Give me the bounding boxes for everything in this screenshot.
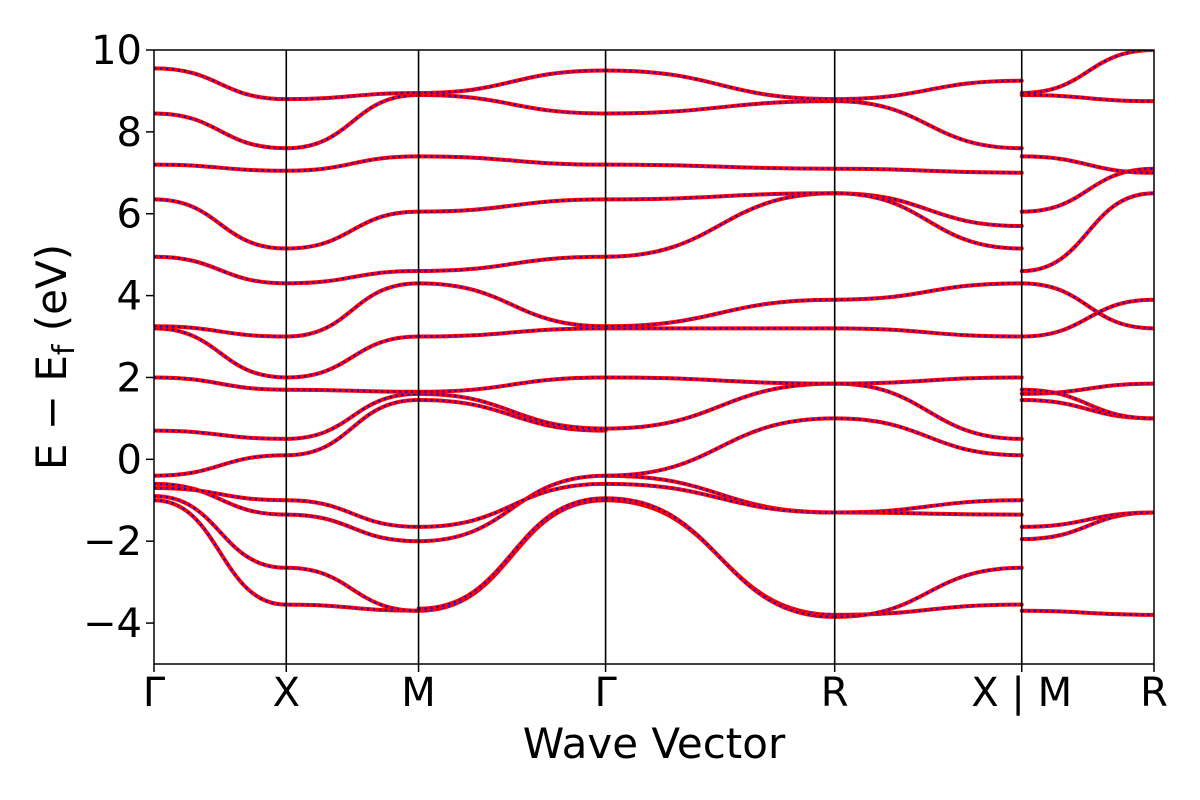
x-tick-label: Γ [594, 670, 617, 716]
y-tick-label: 8 [117, 110, 142, 156]
band-line-blue-dotted [1021, 511, 1154, 528]
band-line-red [1019, 387, 1154, 421]
x-tick-label: R [821, 670, 849, 716]
band-line-blue-dotted [418, 255, 606, 273]
y-tick-label: 10 [91, 28, 142, 74]
plot-frame [153, 49, 1155, 665]
x-tick-label: Γ [143, 670, 166, 716]
y-axis-title-subscript: f [47, 343, 82, 355]
y-tick-label: 4 [117, 274, 142, 320]
band-line-blue-dotted [418, 198, 606, 213]
x-axis-title: Wave Vector [523, 719, 786, 768]
band-line-blue-dotted [418, 482, 606, 528]
y-tick-label: −4 [83, 601, 142, 647]
band-line-red [603, 381, 837, 431]
x-tick-label: X [273, 670, 300, 716]
y-axis-ticks: −4 −2 0 2 4 6 8 10 [83, 28, 154, 647]
band-line-blue-dotted [1021, 50, 1154, 95]
x-tick-label: R [1140, 670, 1168, 716]
band-line-blue-dotted [605, 497, 835, 619]
band-line-red [154, 498, 421, 613]
band-line-blue-dotted [418, 376, 606, 393]
band-line-blue-dotted [834, 566, 1022, 619]
x-tick-label: M [401, 670, 436, 716]
band-line-blue-dotted [154, 398, 419, 477]
band-line-blue-dotted [418, 327, 606, 338]
band-line-blue-dotted [605, 298, 835, 328]
band-line-blue-dotted [1021, 382, 1154, 395]
y-axis-title-main: E − E [27, 355, 76, 470]
band-line-blue-dotted [418, 93, 606, 115]
y-axis-title-unit: (eV) [27, 244, 76, 345]
band-line-red [1019, 297, 1154, 339]
band-line-blue-dotted [834, 192, 1022, 250]
band-line-blue-dotted [605, 100, 835, 115]
band-line-blue-dotted [834, 376, 1022, 385]
band-line-blue-dotted [834, 417, 1022, 457]
band-line-blue-dotted [154, 67, 419, 101]
band-line-blue-dotted [418, 474, 606, 543]
band-line-blue-dotted [418, 155, 606, 166]
band-line-blue-dotted [1021, 609, 1154, 616]
y-tick-label: 6 [117, 192, 142, 238]
band-line-blue-dotted [154, 255, 419, 285]
band-line-blue-dotted [605, 69, 835, 101]
y-tick-label: 0 [117, 437, 142, 483]
band-line-blue-dotted [605, 163, 835, 170]
x-tick-label: X | M [971, 670, 1072, 716]
band-line-blue-dotted [834, 100, 1022, 150]
plot-area [154, 50, 1154, 664]
band-line-blue-dotted [834, 511, 1022, 516]
band-line-blue-dotted [605, 192, 835, 201]
band-line-blue-dotted [1021, 282, 1154, 330]
band-line-blue-dotted [418, 392, 606, 430]
band-line-blue-dotted [418, 499, 606, 612]
band-line-blue-dotted [834, 167, 1022, 174]
band-line-blue-dotted [605, 192, 835, 258]
band-line-blue-dotted [834, 382, 1022, 440]
band-line-blue-dotted [418, 282, 606, 328]
x-axis-ticks: Γ X M Γ R X | M R [143, 664, 1168, 716]
kpoint-divider-lines [285, 50, 1023, 664]
band-line-blue-dotted [418, 69, 606, 95]
band-line-red [603, 416, 837, 478]
y-tick-label: −2 [83, 519, 142, 565]
band-line-blue-dotted [1021, 398, 1154, 420]
band-line-blue-dotted [605, 482, 835, 514]
y-axis-title: E − Ef (eV) [27, 244, 82, 470]
band-line-blue-dotted [834, 499, 1022, 514]
band-line-blue-dotted [418, 398, 606, 432]
band-line-blue-dotted [418, 497, 606, 610]
band-line-blue-dotted [834, 327, 1022, 338]
band-line-blue-dotted [834, 79, 1022, 101]
band-line-blue-dotted [1021, 93, 1154, 103]
y-tick-label: 2 [117, 355, 142, 401]
band-line-blue-dotted [1021, 192, 1154, 273]
band-line-blue-dotted [605, 376, 835, 385]
band-line-blue-dotted [834, 282, 1022, 301]
band-line-blue-dotted [1021, 155, 1154, 174]
band-line-blue-dotted [154, 495, 419, 612]
